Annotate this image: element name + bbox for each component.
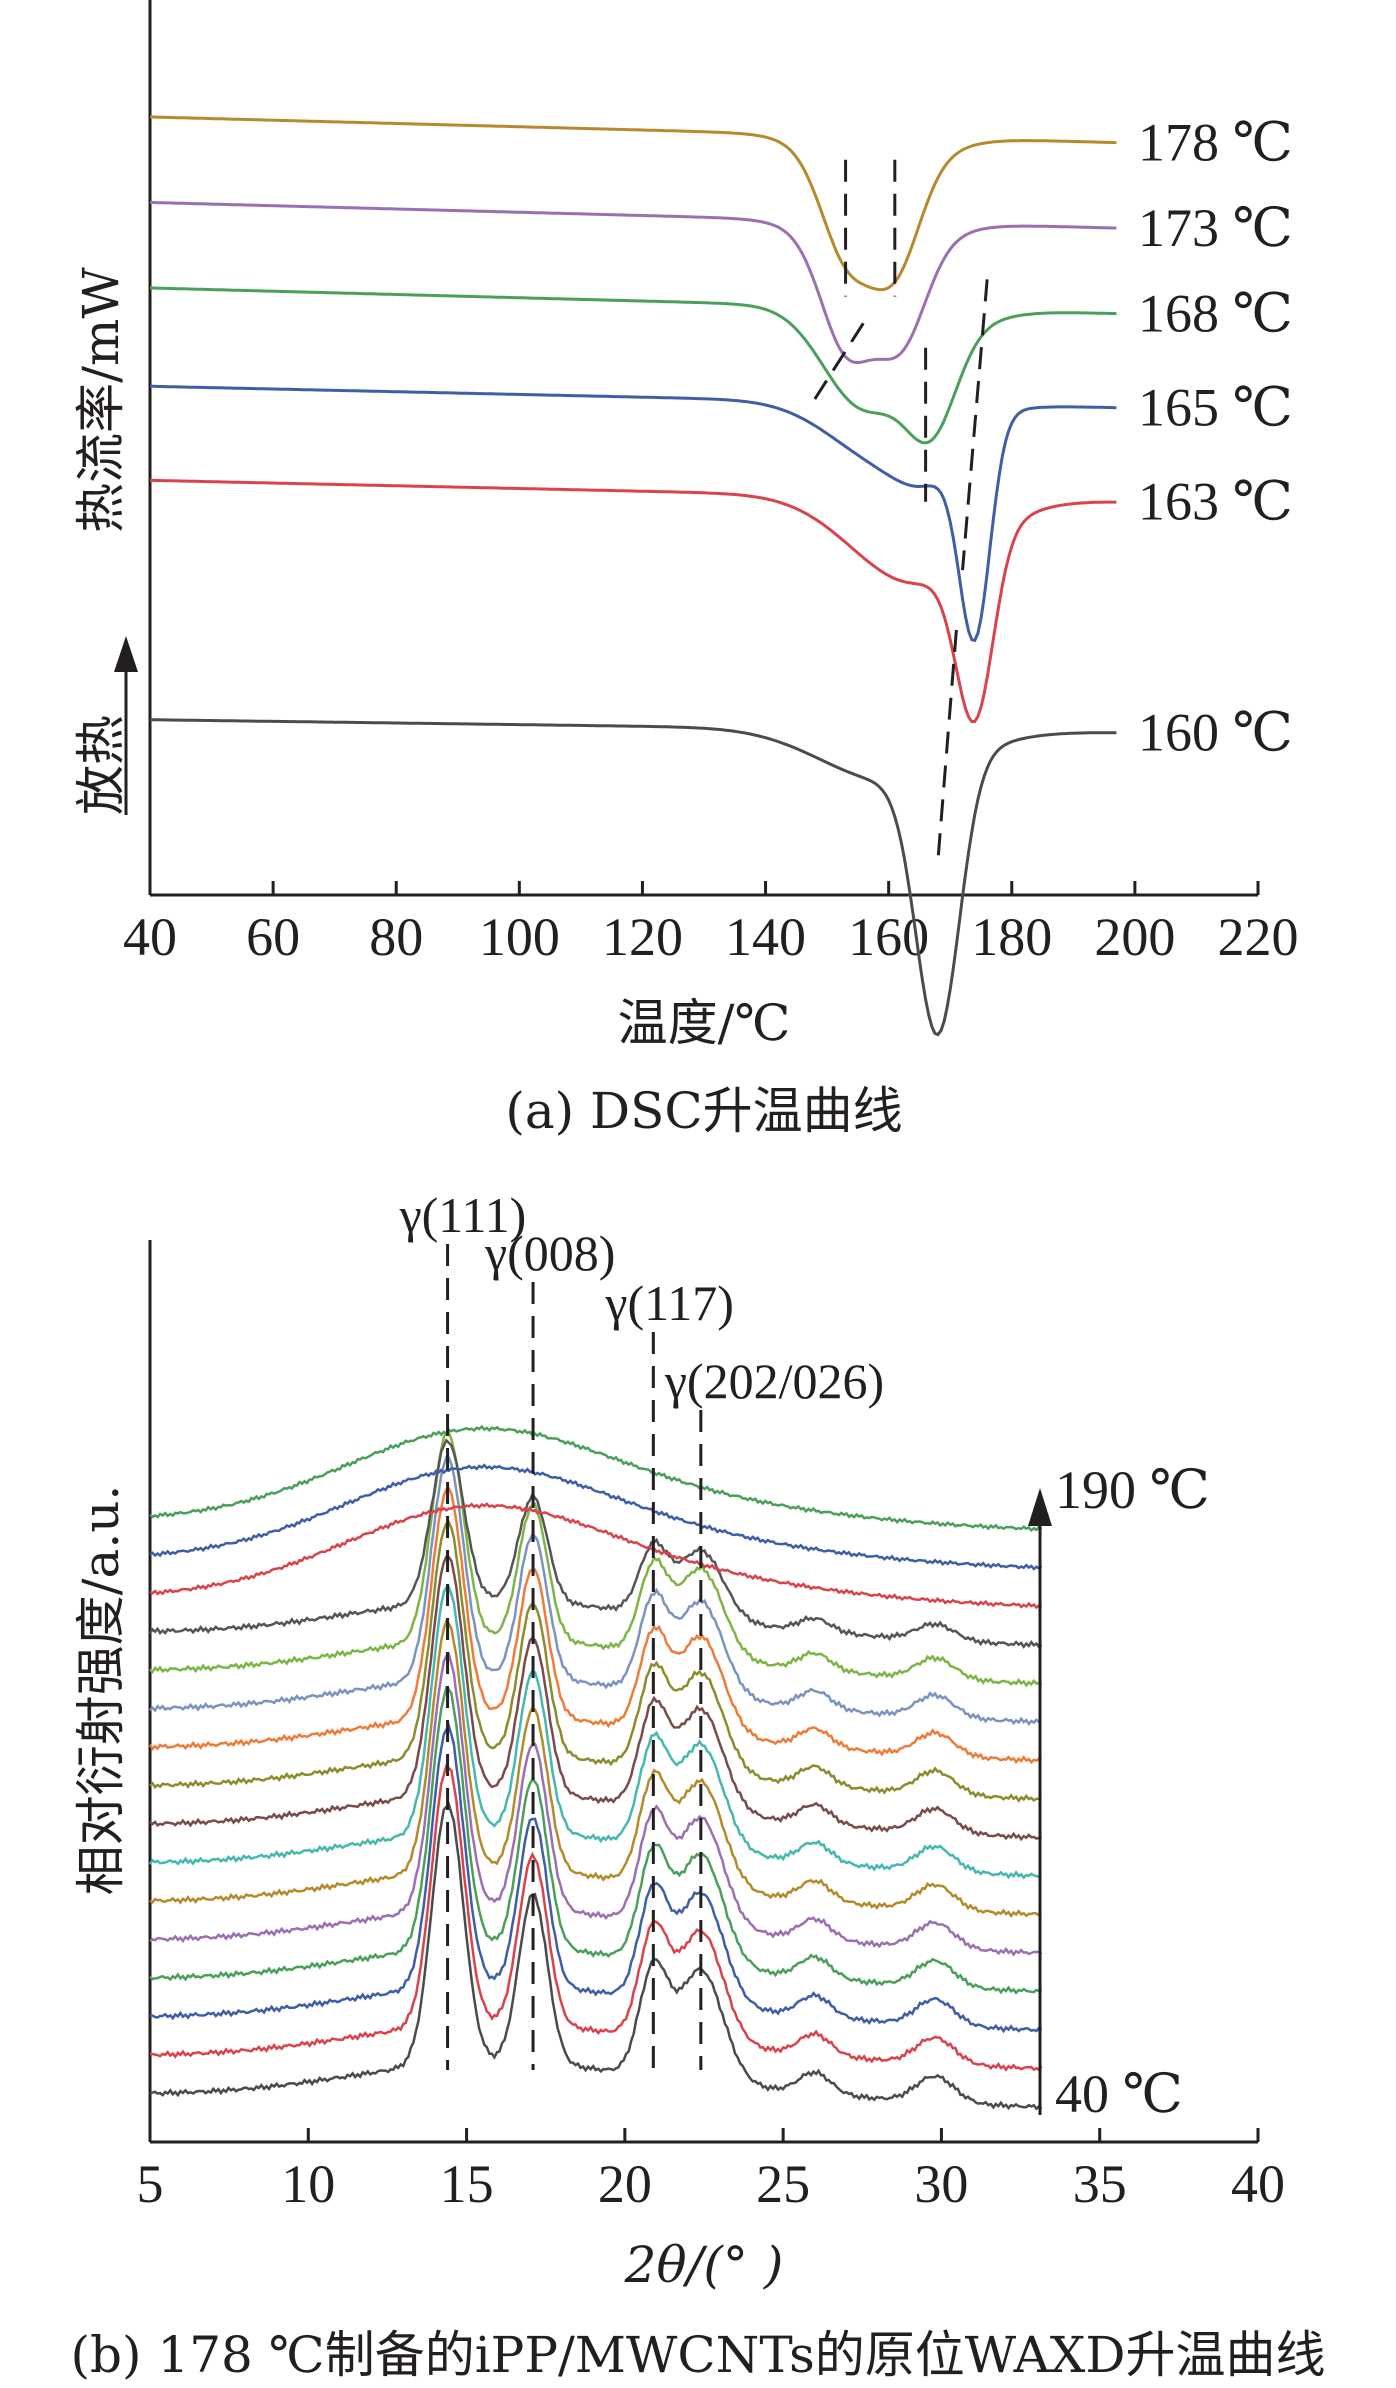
waxd-curves <box>148 1424 1043 2111</box>
waxd-peak-label: γ(008) <box>484 1225 615 1281</box>
dsc-x-label: 温度/℃ <box>618 994 791 1052</box>
dsc-caption: (a) DSC升温曲线 <box>505 1082 902 1140</box>
dsc-x-tick-label: 200 <box>1094 907 1175 967</box>
dsc-guide-dash <box>961 279 989 571</box>
waxd-x-tick-label: 15 <box>440 2154 494 2214</box>
dsc-series-labels: 178 ℃ 173 ℃ 168 ℃ 165 ℃ 163 ℃ 160 ℃ <box>1138 113 1293 763</box>
waxd-x-ticks: 5 10 15 20 25 30 35 40 <box>137 2128 1285 2214</box>
dsc-guide-dash <box>813 321 866 400</box>
waxd-series-line <box>149 1463 1043 1571</box>
waxd-peak-label: γ(202/026) <box>664 1353 884 1409</box>
waxd-series-line <box>149 1431 1043 1688</box>
temp-high-label: 190 ℃ <box>1055 1460 1210 1520</box>
waxd-series-line <box>149 1618 1042 1919</box>
dsc-x-ticks: 40 60 80 100 120 140 160 180 200 220 <box>123 881 1299 967</box>
waxd-x-tick-label: 20 <box>598 2154 652 2214</box>
dsc-guide-dash <box>936 629 958 861</box>
temp-low-label: 40 ℃ <box>1055 2064 1183 2124</box>
dsc-x-tick-label: 180 <box>971 907 1052 967</box>
waxd-y-label: 相对衍射强度/a.u. <box>72 1485 130 1896</box>
dsc-series-line <box>149 718 1117 1037</box>
waxd-series-line <box>149 1763 1043 2072</box>
waxd-x-tick-label: 5 <box>137 2154 164 2214</box>
dsc-series-line <box>150 384 1117 643</box>
dsc-curves <box>149 115 1117 1037</box>
dsc-y-label: 热流率/mW <box>72 267 130 533</box>
waxd-series-line <box>149 1685 1043 1995</box>
waxd-series-line <box>148 1585 1042 1880</box>
exo-label: 放热 <box>72 715 130 815</box>
waxd-peak-label: γ(111) <box>399 1187 527 1243</box>
dsc-x-tick-label: 100 <box>479 907 560 967</box>
waxd-peak-label: γ(117) <box>604 1275 734 1331</box>
waxd-x-tick-label: 35 <box>1073 2154 1127 2214</box>
dsc-series-label: 173 ℃ <box>1138 198 1293 258</box>
waxd-panel: 5 10 15 20 25 30 35 40 γ(111)γ(008)γ(117) γ(202/… <box>71 1187 1326 2384</box>
dsc-series-label: 168 ℃ <box>1138 284 1293 344</box>
waxd-x-tick-label: 10 <box>281 2154 335 2214</box>
dsc-x-tick-label: 220 <box>1218 907 1299 967</box>
waxd-series-line <box>149 1555 1043 1842</box>
dsc-x-tick-label: 40 <box>123 907 177 967</box>
waxd-x-tick-label: 25 <box>756 2154 810 2214</box>
waxd-series-line <box>148 1438 1043 1649</box>
dsc-series-line <box>149 115 1117 292</box>
waxd-series-line <box>148 1486 1042 1765</box>
waxd-series-line <box>149 1455 1042 1726</box>
dsc-series-label: 163 ℃ <box>1138 472 1293 532</box>
dsc-x-tick-label: 140 <box>725 907 806 967</box>
dsc-series-line <box>149 286 1117 445</box>
waxd-caption: (b) 178 ℃制备的iPP/MWCNTs的原位WAXD升温曲线 <box>71 2326 1326 2384</box>
waxd-series-line <box>149 1801 1043 2111</box>
dsc-x-tick-label: 80 <box>369 907 423 967</box>
waxd-series-line <box>149 1520 1042 1803</box>
dsc-series-line <box>149 200 1117 365</box>
waxd-x-tick-label: 40 <box>1231 2154 1285 2214</box>
dsc-series-label: 178 ℃ <box>1138 113 1293 173</box>
waxd-peak-lines <box>446 1244 703 2070</box>
waxd-series-line <box>149 1424 1043 1533</box>
waxd-peak-labels: γ(111)γ(008)γ(117) γ(202/026) <box>399 1187 885 1409</box>
waxd-series-line <box>149 1722 1043 2034</box>
dsc-x-tick-label: 60 <box>246 907 300 967</box>
temperature-arrow-head <box>1028 1488 1052 1526</box>
waxd-series-line <box>149 1651 1043 1957</box>
dsc-guide-lines <box>813 159 989 861</box>
exo-arrow-head <box>114 636 138 672</box>
waxd-x-tick-label: 30 <box>914 2154 968 2214</box>
waxd-series-line <box>149 1502 1043 1610</box>
dsc-series-label: 160 ℃ <box>1138 703 1293 763</box>
dsc-series-label: 165 ℃ <box>1138 378 1293 438</box>
dsc-x-tick-label: 120 <box>602 907 683 967</box>
waxd-x-label: 2θ/(° ) <box>624 2236 784 2294</box>
dsc-series-line <box>149 478 1117 724</box>
